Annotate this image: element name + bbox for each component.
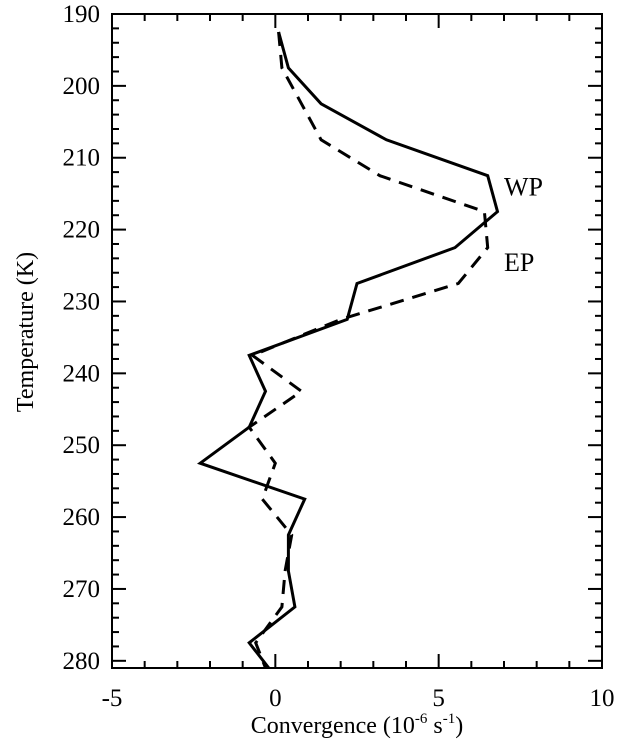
series-line-ep: [247, 31, 490, 669]
y-tick-label: 220: [63, 217, 101, 244]
axis-tick-labels: -5 0 5 10 190 200 210 220 230 240 250 260 270 280: [63, 1, 615, 712]
x-tick-label: -5: [102, 685, 123, 712]
y-tick-label: 260: [63, 504, 101, 531]
y-tick-label: 210: [63, 145, 101, 172]
axis-ticks: [111, 13, 603, 668]
x-tick-label: 0: [269, 685, 282, 712]
y-tick-label: 240: [63, 360, 101, 387]
x-tick-label: 5: [432, 685, 445, 712]
y-tick-label: 200: [63, 73, 101, 100]
y-axis-title: Temperature (K): [13, 252, 39, 412]
y-tick-label: 250: [63, 432, 101, 459]
series-annotations: WP EP: [504, 172, 543, 276]
series-lines: [197, 31, 500, 669]
x-tick-label: 10: [590, 685, 615, 712]
y-tick-label: 190: [63, 1, 101, 28]
x-axis-title: Convergence (10-6 s-1): [251, 711, 464, 739]
y-tick-label: 230: [63, 288, 101, 315]
y-tick-label: 270: [63, 576, 101, 603]
plot-frame: [111, 13, 603, 669]
series-line-wp: [197, 31, 500, 669]
series-label-ep: EP: [504, 248, 534, 277]
series-label-wp: WP: [504, 172, 543, 201]
y-tick-label: 280: [63, 648, 101, 675]
